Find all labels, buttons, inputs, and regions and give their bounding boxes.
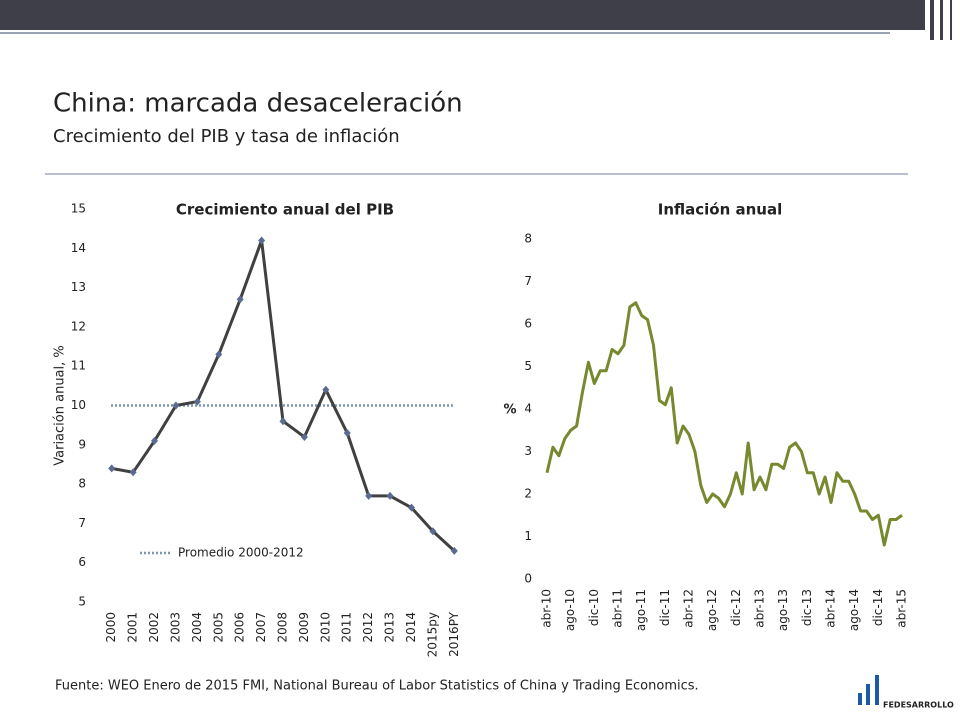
data-point <box>236 295 244 304</box>
x-tick-label: 2015py <box>425 612 439 657</box>
x-tick-label: abr-10 <box>540 589 554 628</box>
legend-label: Promedio 2000-2012 <box>178 546 304 560</box>
x-tick-label: 2014 <box>404 612 418 643</box>
y-tick-label: 11 <box>71 359 86 373</box>
data-point <box>429 527 437 536</box>
x-tick-label: dic-10 <box>587 589 601 626</box>
slide-title: China: marcada desaceleración <box>53 89 463 119</box>
x-tick-label: dic-11 <box>658 589 672 626</box>
x-tick-label: 2005 <box>211 612 225 643</box>
y-tick-label: 6 <box>524 317 532 331</box>
x-tick-label: 2000 <box>104 612 118 643</box>
y-tick-label: 2 <box>524 487 532 501</box>
logo-bar <box>866 684 870 705</box>
y-tick-label: 13 <box>71 280 86 294</box>
y-tick-label: 5 <box>524 359 532 373</box>
x-tick-label: dic-12 <box>729 589 743 626</box>
logo: FEDESARROLLO <box>858 675 954 710</box>
y-tick-label: 6 <box>78 555 86 569</box>
corner-line <box>950 0 952 40</box>
y-tick-label: 8 <box>524 232 532 246</box>
data-point <box>386 491 394 500</box>
series-line <box>545 301 903 547</box>
y-tick-label: 7 <box>78 516 86 530</box>
x-tick-label: 2004 <box>190 612 204 643</box>
x-tick-label: ago-13 <box>776 589 790 631</box>
data-point <box>151 436 159 445</box>
y-tick-label: 8 <box>78 477 86 491</box>
y-tick-label: 5 <box>78 595 86 609</box>
data-point <box>322 385 330 394</box>
source: Fuente: WEO Enero de 2015 FMI, National … <box>55 679 699 694</box>
x-tick-label: 2006 <box>233 612 247 643</box>
x-tick-label: abr-15 <box>895 589 909 628</box>
data-point <box>365 491 373 500</box>
x-tick-label: abr-13 <box>753 589 767 628</box>
top-bar <box>0 0 925 30</box>
x-tick-label: 2007 <box>254 612 268 643</box>
y-tick-label: 10 <box>71 398 86 412</box>
data-point <box>193 397 201 406</box>
data-point <box>279 417 287 426</box>
series-line <box>111 238 456 553</box>
x-tick-label: 2009 <box>297 612 311 643</box>
y-axis-label: Variación anual, % <box>53 345 68 466</box>
y-tick-label: 0 <box>524 572 532 586</box>
corner-line <box>940 0 943 40</box>
x-tick-label: abr-12 <box>682 589 696 628</box>
logo-bar <box>875 675 879 705</box>
x-tick-label: dic-14 <box>871 589 885 626</box>
x-tick-label: 2016PY <box>447 611 461 657</box>
y-tick-label: 3 <box>524 444 532 458</box>
x-tick-label: 2013 <box>383 612 397 643</box>
data-point <box>129 468 137 477</box>
x-tick-label: 2010 <box>318 612 332 643</box>
chart-title: Crecimiento anual del PIB <box>176 201 394 219</box>
y-tick-label: 15 <box>71 202 86 216</box>
data-point <box>108 464 116 473</box>
y-tick-label: 9 <box>78 437 86 451</box>
x-tick-label: dic-13 <box>800 589 814 626</box>
x-tick-label: ago-11 <box>634 589 648 631</box>
chart-title: Inflación anual <box>658 201 782 219</box>
corner-line <box>930 0 934 40</box>
x-tick-label: 2012 <box>361 612 375 643</box>
y-tick-label: 7 <box>524 274 532 288</box>
y-tick-label: 14 <box>71 241 86 255</box>
y-tick-label: 4 <box>524 402 532 416</box>
data-point <box>258 236 266 245</box>
x-tick-label: 2001 <box>126 612 140 643</box>
x-tick-label: abr-11 <box>611 589 625 628</box>
y-tick-label: 1 <box>524 529 532 543</box>
x-tick-label: ago-14 <box>847 589 861 631</box>
x-tick-label: 2003 <box>168 612 182 643</box>
x-tick-label: ago-10 <box>563 589 577 631</box>
data-point <box>343 429 351 438</box>
slide-subtitle: Crecimiento del PIB y tasa de inflación <box>53 126 400 147</box>
logo-bar <box>858 693 862 705</box>
y-tick-label: 12 <box>71 319 86 333</box>
data-point <box>407 503 415 512</box>
x-tick-label: abr-14 <box>824 589 838 628</box>
data-point <box>300 432 308 441</box>
data-point <box>215 350 223 359</box>
x-tick-label: 2002 <box>147 612 161 643</box>
data-point <box>450 546 458 555</box>
y-axis-label: % <box>503 403 516 418</box>
logo-text: FEDESARROLLO <box>883 701 954 710</box>
x-tick-label: 2008 <box>276 612 290 643</box>
top-stripe <box>0 32 890 34</box>
x-tick-label: ago-12 <box>705 589 719 631</box>
data-point <box>172 401 180 410</box>
x-tick-label: 2011 <box>340 612 354 643</box>
